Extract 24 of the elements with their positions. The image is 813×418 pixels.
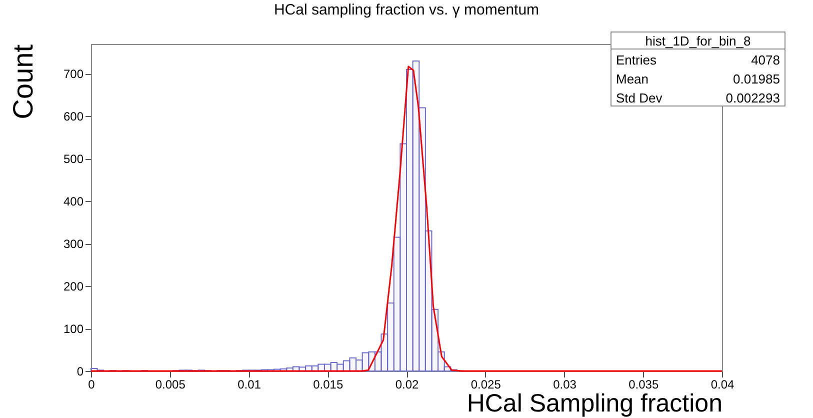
x-tick-label: 0: [88, 378, 96, 392]
x-tick-label: 0.03: [553, 378, 577, 392]
x-tick-label: 0.005: [155, 378, 186, 392]
y-tick-label: 200: [63, 280, 84, 294]
x-tick-label: 0.02: [395, 378, 419, 392]
chart-title: HCal sampling fraction vs. γ momentum: [274, 2, 540, 18]
text: Mean 0.01985: [616, 72, 780, 86]
x-tick-label: 0.035: [628, 378, 659, 392]
y-tick-label: 400: [63, 194, 84, 209]
x-axis-title: HCal Sampling fraction: [466, 390, 722, 418]
text: Std Dev 0.002293: [616, 90, 780, 106]
x-tick-label: 0.025: [470, 378, 502, 392]
x-tick-label: 0.015: [313, 378, 344, 392]
x-tick-label: 0.04: [710, 378, 734, 392]
y-tick-label: 700: [63, 67, 84, 82]
y-axis-title: Count: [7, 44, 38, 120]
annotation: hist_1D_for_bin_8: [645, 34, 751, 48]
y-tick-label: 300: [63, 237, 84, 252]
text: Entries 4078: [616, 52, 780, 68]
y-tick-label: 0: [76, 364, 84, 378]
x-tick-label: 0.01: [238, 378, 262, 392]
y-tick-label: 100: [63, 322, 84, 336]
y-tick-label: 500: [63, 152, 84, 166]
y-tick-label: 600: [63, 110, 84, 124]
